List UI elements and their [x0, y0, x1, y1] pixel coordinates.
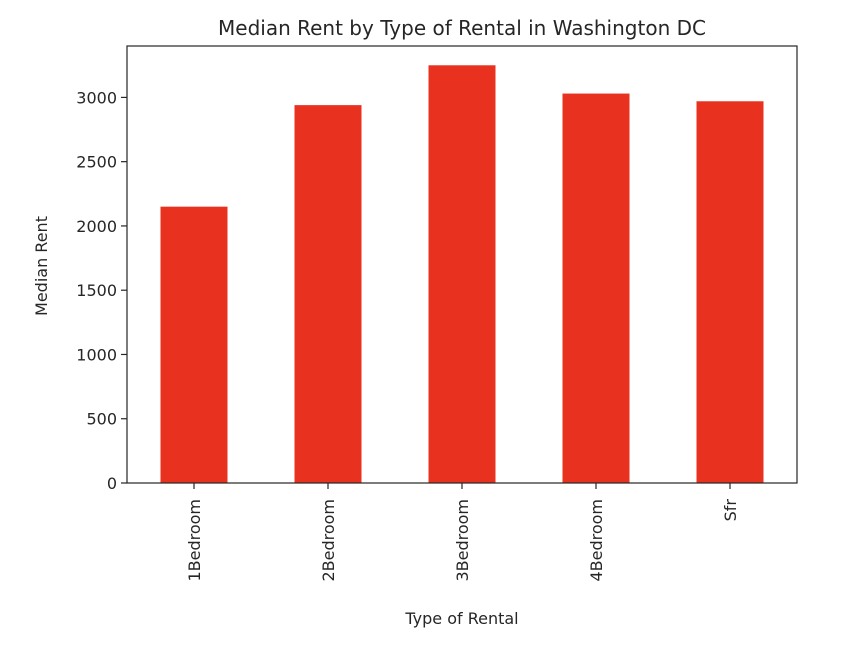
x-tick-label: 2Bedroom: [319, 499, 338, 582]
plot-frame: [126, 45, 798, 484]
x-tick-label: 1Bedroom: [185, 499, 204, 582]
y-tick-label: 2000: [76, 217, 117, 236]
y-tick-label: 1500: [76, 281, 117, 300]
y-tick-label: 1000: [76, 345, 117, 364]
y-tick-label: 500: [86, 410, 117, 429]
bar-1bedroom: [160, 206, 228, 484]
x-axis-ticks: 1Bedroom 2Bedroom 3Bedroom 4Bedroom Sfr: [185, 483, 740, 582]
x-tick-label: Sfr: [721, 499, 740, 522]
y-tick-label: 2500: [76, 153, 117, 172]
bar-3bedroom: [428, 65, 496, 483]
y-axis-label: Median Rent: [32, 216, 51, 316]
x-tick-label: 3Bedroom: [453, 499, 472, 582]
y-tick-label: 3000: [76, 88, 117, 107]
chart-title: Median Rent by Type of Rental in Washing…: [218, 16, 706, 40]
y-tick-label: 0: [107, 474, 117, 493]
bar-4bedroom: [562, 93, 630, 484]
x-tick-label: 4Bedroom: [587, 499, 606, 582]
bars-group: [160, 65, 764, 484]
x-axis-label: Type of Rental: [404, 609, 518, 628]
y-axis-ticks: 0 500 1000 1500 2000 2500 3000: [76, 88, 127, 493]
bar-2bedroom: [294, 105, 362, 483]
bar-sfr: [696, 101, 764, 484]
